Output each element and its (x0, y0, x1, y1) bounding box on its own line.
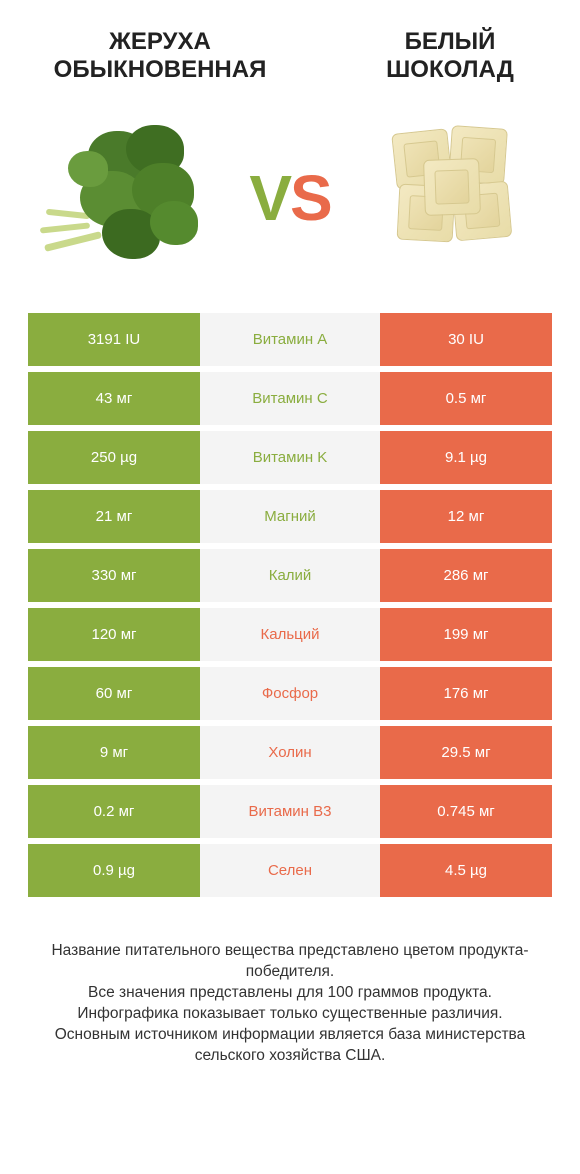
table-row: 0.2 мгВитамин B30.745 мг (28, 785, 552, 838)
left-product-title: ЖЕРУХАОБЫКНОВЕННАЯ (30, 28, 290, 83)
table-row: 3191 IUВитамин A30 IU (28, 313, 552, 366)
table-row: 330 мгКалий286 мг (28, 549, 552, 602)
right-value-cell: 176 мг (380, 667, 552, 720)
table-row: 9 мгХолин29.5 мг (28, 726, 552, 779)
nutrient-name-cell: Витамин B3 (200, 785, 380, 838)
right-value-cell: 0.745 мг (380, 785, 552, 838)
images-row: VS (0, 93, 580, 313)
left-value-cell: 60 мг (28, 667, 200, 720)
table-row: 120 мгКальций199 мг (28, 608, 552, 661)
left-value-cell: 250 µg (28, 431, 200, 484)
vs-s: S (290, 162, 331, 234)
nutrient-name-cell: Витамин A (200, 313, 380, 366)
nutrient-name-cell: Витамин K (200, 431, 380, 484)
white-chocolate-icon (380, 123, 530, 273)
left-value-cell: 21 мг (28, 490, 200, 543)
right-value-cell: 199 мг (380, 608, 552, 661)
nutrient-name-cell: Фосфор (200, 667, 380, 720)
nutrient-name-cell: Магний (200, 490, 380, 543)
right-value-cell: 4.5 µg (380, 844, 552, 897)
vs-v: V (249, 162, 290, 234)
left-product-image (30, 113, 220, 283)
table-row: 21 мгМагний12 мг (28, 490, 552, 543)
table-row: 60 мгФосфор176 мг (28, 667, 552, 720)
right-value-cell: 29.5 мг (380, 726, 552, 779)
left-value-cell: 0.9 µg (28, 844, 200, 897)
left-value-cell: 43 мг (28, 372, 200, 425)
table-row: 250 µgВитамин K9.1 µg (28, 431, 552, 484)
comparison-table: 3191 IUВитамин A30 IU 43 мгВитамин C0.5 м… (0, 313, 580, 897)
nutrient-name-cell: Кальций (200, 608, 380, 661)
right-value-cell: 9.1 µg (380, 431, 552, 484)
left-value-cell: 3191 IU (28, 313, 200, 366)
vs-label: VS (249, 161, 330, 235)
footnote-text: Название питательного вещества представл… (0, 903, 580, 1067)
right-product-image (360, 113, 550, 283)
left-value-cell: 0.2 мг (28, 785, 200, 838)
left-value-cell: 120 мг (28, 608, 200, 661)
right-value-cell: 286 мг (380, 549, 552, 602)
table-row: 0.9 µgСелен4.5 µg (28, 844, 552, 897)
nutrient-name-cell: Калий (200, 549, 380, 602)
nutrient-name-cell: Селен (200, 844, 380, 897)
table-row: 43 мгВитамин C0.5 мг (28, 372, 552, 425)
nutrient-name-cell: Витамин C (200, 372, 380, 425)
watercress-icon (40, 123, 210, 273)
left-value-cell: 9 мг (28, 726, 200, 779)
right-product-title: БЕЛЫЙШОКОЛАД (350, 28, 550, 83)
titles-row: ЖЕРУХАОБЫКНОВЕННАЯ БЕЛЫЙШОКОЛАД (0, 0, 580, 93)
left-value-cell: 330 мг (28, 549, 200, 602)
right-value-cell: 30 IU (380, 313, 552, 366)
right-value-cell: 12 мг (380, 490, 552, 543)
nutrient-name-cell: Холин (200, 726, 380, 779)
right-value-cell: 0.5 мг (380, 372, 552, 425)
